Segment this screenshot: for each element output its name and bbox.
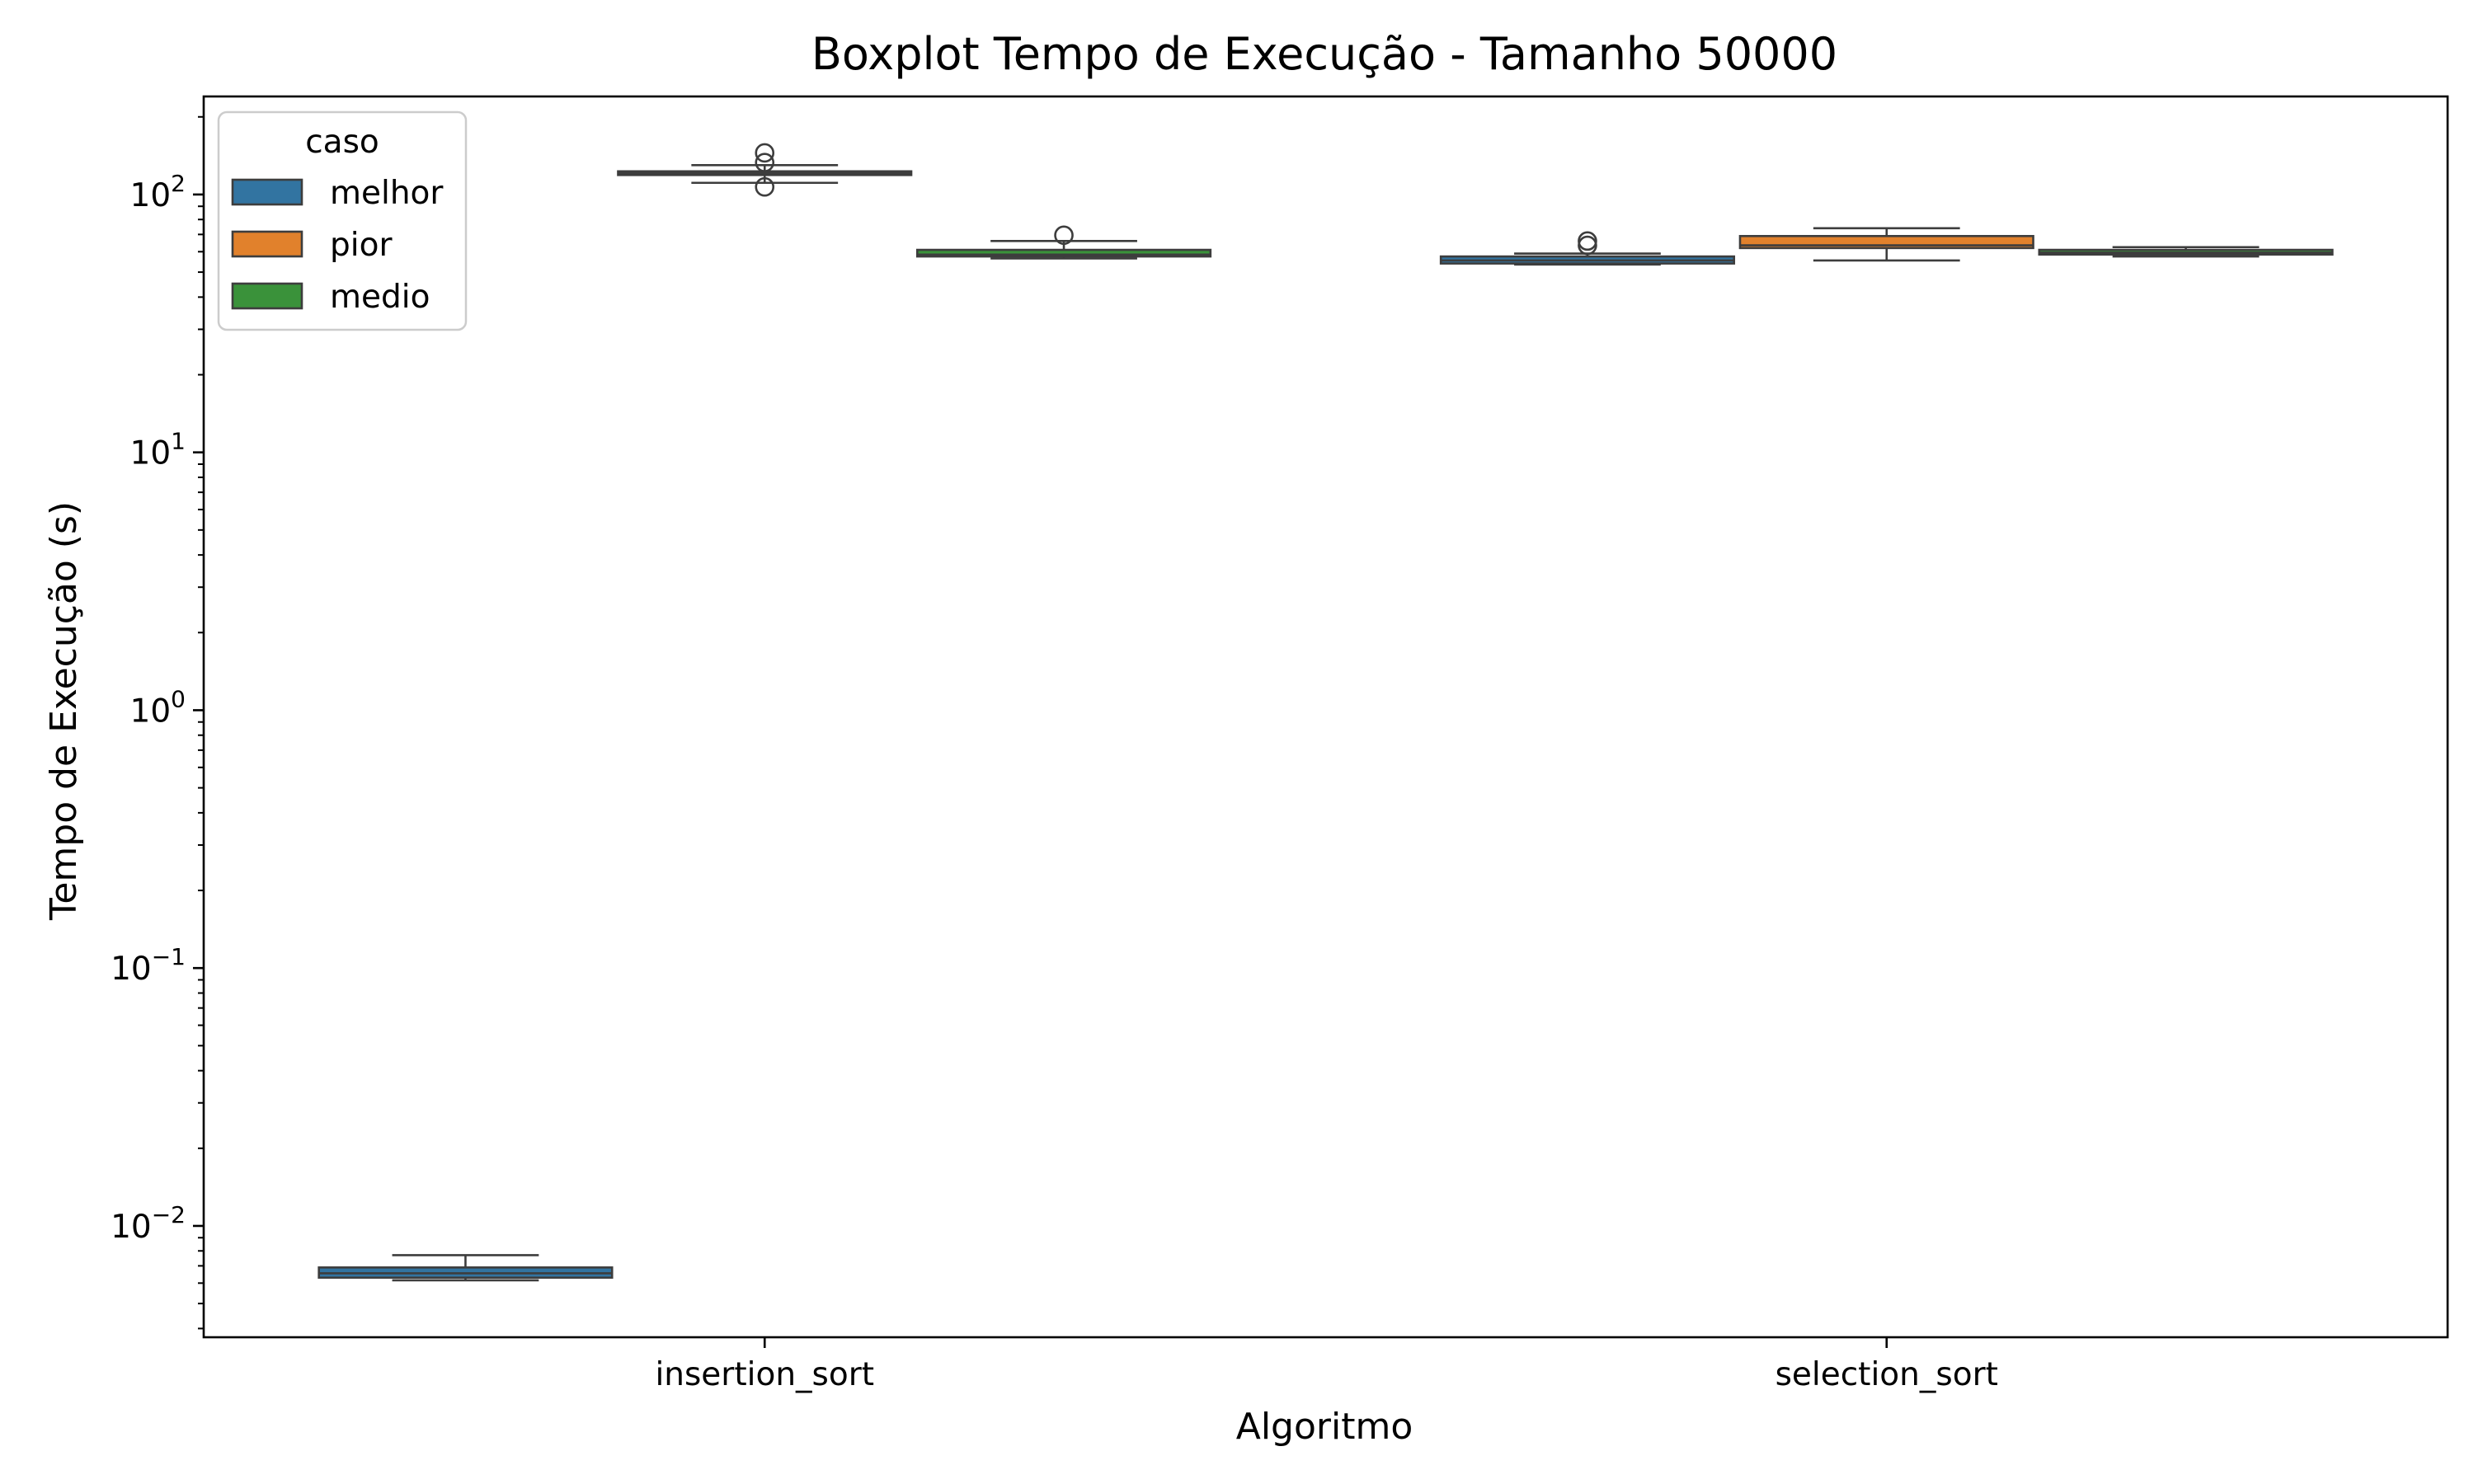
outlier-point — [755, 153, 775, 172]
legend-entries: melhor pior medio — [231, 175, 444, 316]
legend-label-medio: medio — [330, 279, 430, 316]
box-melhor-insertion_sort — [317, 1254, 614, 1282]
legend: caso melhor pior medio — [217, 110, 468, 331]
x-axis-label: Algoritmo — [1236, 1406, 1413, 1448]
plot-frame — [202, 95, 2449, 1339]
y-tick-label: 10−2 — [111, 1201, 186, 1246]
box-pior-selection_sort — [1738, 227, 2034, 262]
box-medio-selection_sort — [2038, 246, 2334, 258]
y-tick-label: 100 — [130, 685, 186, 730]
series-medio — [915, 225, 2334, 260]
legend-frame — [217, 110, 468, 331]
box-pior-insertion_sort — [617, 143, 913, 197]
plot-area — [317, 143, 2334, 1282]
y-tick-label: 10−1 — [111, 943, 186, 988]
outlier-point — [755, 143, 775, 163]
legend-swatch-pior — [231, 230, 303, 258]
series-melhor — [317, 231, 1736, 1282]
x-tick-label: insertion_sort — [655, 1356, 874, 1393]
y-tick-label: 101 — [130, 428, 186, 472]
iqr-box — [915, 248, 1212, 258]
outlier-point — [1054, 225, 1074, 246]
y-tick-label: 102 — [130, 170, 186, 214]
legend-label-melhor: melhor — [330, 175, 444, 212]
legend-title: caso — [305, 124, 379, 161]
y-axis-label: Tempo de Execução (s) — [43, 501, 85, 921]
box-melhor-selection_sort — [1439, 231, 1736, 266]
legend-label-pior: pior — [330, 227, 393, 264]
series-pior — [617, 143, 2034, 262]
x-tick-label: selection_sort — [1776, 1356, 1998, 1393]
outlier-point — [755, 176, 775, 197]
outlier-point — [1578, 231, 1597, 251]
legend-swatch-medio — [231, 282, 303, 310]
box-medio-insertion_sort — [915, 225, 1212, 260]
chart-title: Boxplot Tempo de Execução - Tamanho 5000… — [811, 28, 1837, 80]
legend-swatch-melhor — [231, 178, 303, 206]
axes: insertion_sort selection_sort 10−2 10−1 100 1… — [111, 95, 2449, 1393]
